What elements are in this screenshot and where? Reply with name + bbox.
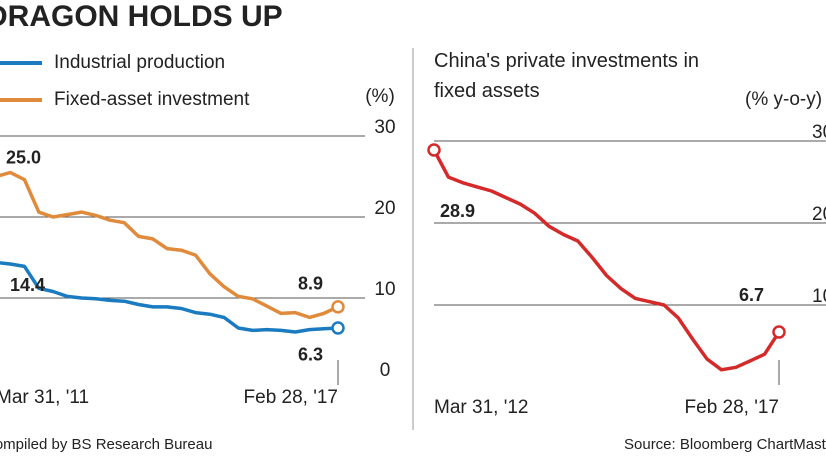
- value-label: 25.0: [6, 147, 41, 167]
- y-tick-label: 30: [374, 117, 395, 138]
- x-tick-label: Mar 31, '12: [434, 397, 528, 418]
- y-tick-label: 20: [812, 204, 826, 225]
- point: [427, 143, 441, 157]
- value-label: 6.7: [739, 285, 764, 305]
- footer-right: Source: Bloomberg ChartMaster: [624, 436, 826, 453]
- value-label: 8.9: [298, 274, 323, 294]
- unit-label: (% y-o-y): [745, 89, 822, 110]
- series-line: [432, 149, 781, 372]
- value-label: 14.4: [10, 275, 45, 295]
- y-tick-label: 20: [374, 198, 395, 219]
- legend-label: Fixed-asset investment: [54, 89, 250, 110]
- x-tick-label: Mar 31, '11: [0, 387, 89, 408]
- series-line: [0, 261, 339, 334]
- x-tick-label: Feb 28, '17: [244, 387, 338, 408]
- legend-label: Industrial production: [54, 52, 225, 73]
- y-tick-label: 0: [380, 360, 391, 381]
- chart-title: China's private investments in fixed ass…: [434, 50, 700, 102]
- value-label: 6.3: [298, 345, 323, 365]
- page-title: DRAGON HOLDS UP: [0, 0, 283, 33]
- y-tick-label: 10: [812, 286, 826, 307]
- point: [772, 325, 786, 339]
- point: [331, 321, 345, 335]
- value-label: 28.9: [440, 201, 475, 221]
- y-tick-label: 10: [374, 279, 395, 300]
- footer-left: Compiled by BS Research Bureau: [0, 436, 212, 453]
- unit-label: (%): [365, 86, 395, 107]
- point: [331, 300, 345, 314]
- x-tick-label: Feb 28, '17: [685, 397, 779, 418]
- y-tick-label: 30: [812, 122, 826, 143]
- series-line: [0, 170, 339, 320]
